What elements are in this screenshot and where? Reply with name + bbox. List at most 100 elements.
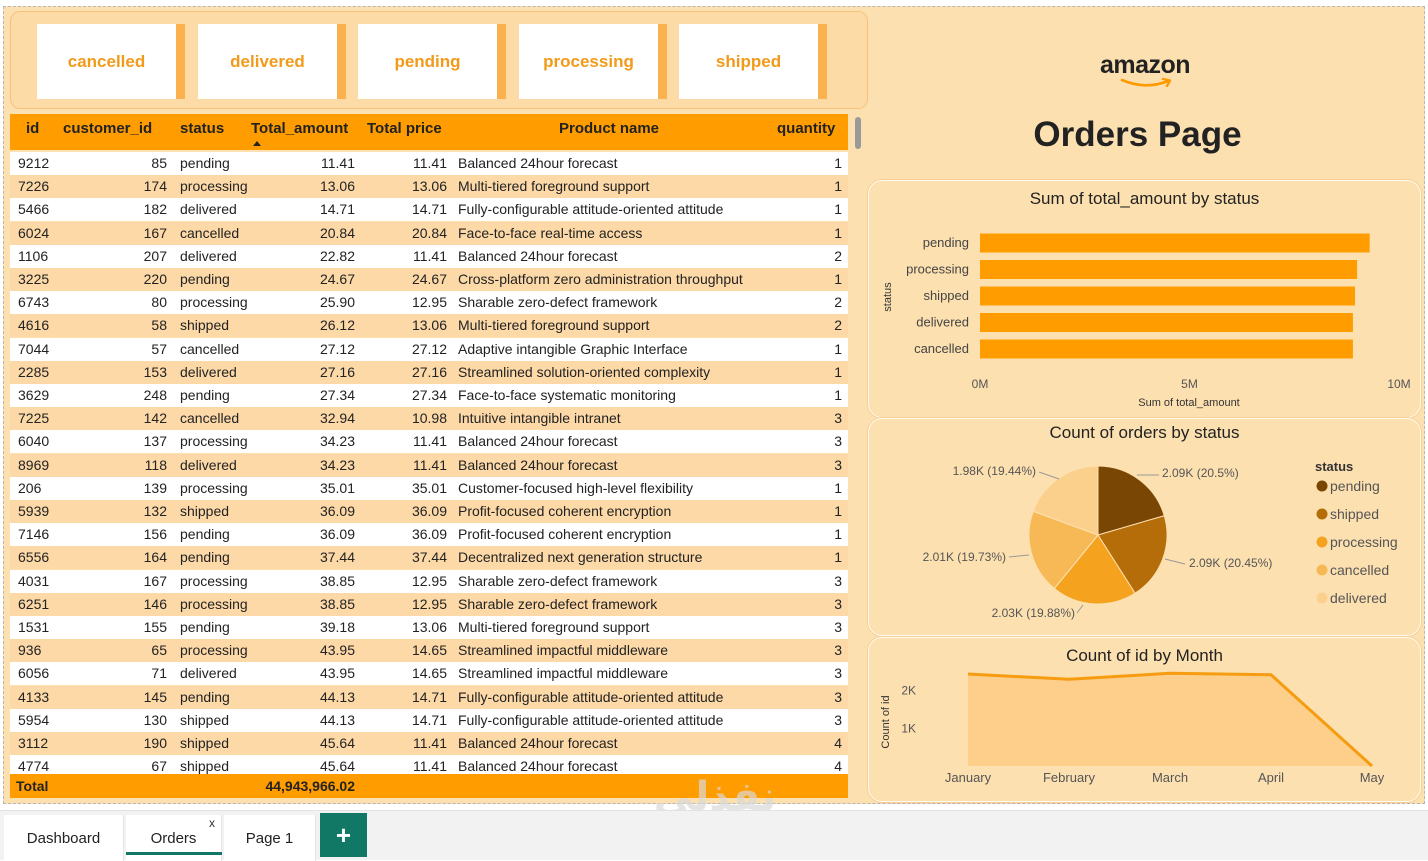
pie-data-label: 2.03K (19.88%): [992, 606, 1075, 620]
table-row[interactable]: 5939 132 shipped 36.09 36.09 Profit-focused c…: [10, 500, 848, 523]
bar-label-pending: pending: [923, 235, 969, 250]
pie-data-label: 2.09K (20.45%): [1189, 556, 1272, 570]
status-cell: delivered: [180, 665, 237, 682]
table-row[interactable]: 8969 118 delivered 34.23 11.41 Balanced 24hou…: [10, 453, 848, 477]
table-row[interactable]: 4616 58 shipped 26.12 13.06 Multi-tiered fore…: [10, 314, 848, 338]
status-cell: delivered: [180, 456, 237, 473]
close-tab-icon[interactable]: x: [209, 816, 215, 830]
total-price-cell: 27.16: [411, 363, 447, 380]
quantity-cell: 1: [834, 549, 842, 566]
legend-marker-shipped: [1316, 508, 1328, 520]
table-row[interactable]: 4031 167 processing 38.85 12.95 Sharable zero…: [10, 569, 848, 593]
table-row[interactable]: 3629 248 pending 27.34 27.34 Face-to-face sys…: [10, 384, 848, 407]
customer-id-cell: 118: [144, 456, 167, 473]
table-row[interactable]: 1106 207 delivered 22.82 11.41 Balanced 24hou…: [10, 244, 848, 268]
table-row[interactable]: 4774 67 shipped 45.64 11.41 Balanced 24hour f…: [10, 755, 848, 774]
customer-id-cell: 153: [143, 363, 167, 380]
column-header-total-price[interactable]: Total price: [367, 120, 442, 137]
column-header-total-amount[interactable]: Total_amount: [251, 120, 349, 137]
slicer-option-delivered[interactable]: delivered: [198, 24, 346, 99]
slicer-option-cancelled[interactable]: cancelled: [37, 24, 185, 99]
id-cell: 2285: [18, 363, 50, 380]
customer-id-cell: 190: [143, 735, 167, 751]
id-cell: 6556: [18, 549, 50, 566]
id-cell: 3112: [18, 735, 49, 751]
slicer-option-pending[interactable]: pending: [358, 24, 506, 99]
tab-page-1[interactable]: Page 1: [224, 815, 316, 861]
customer-id-cell: 156: [143, 526, 167, 543]
customer-id-cell: 65: [151, 642, 167, 659]
status-cell: shipped: [180, 711, 230, 728]
bar-label-cancelled: cancelled: [914, 341, 969, 356]
product-name-cell: Fully-configurable attitude-oriented att…: [458, 688, 724, 705]
total-price-cell: 11.41: [413, 758, 447, 774]
table-scrollbar[interactable]: [853, 114, 861, 798]
table-row[interactable]: 3225 220 pending 24.67 24.67 Cross-platform z…: [10, 268, 848, 291]
status-cell: processing: [180, 572, 248, 589]
table-total-row: Total 44,943,966.02: [10, 774, 848, 798]
status-cell: processing: [180, 479, 248, 496]
table-row[interactable]: 4133 145 pending 44.13 14.71 Fully-configurab…: [10, 685, 848, 709]
quantity-cell: 3: [834, 456, 842, 473]
slicer-option-processing[interactable]: processing: [519, 24, 667, 99]
table-row[interactable]: 9212 85 pending 11.41 11.41 Balanced 24hour f…: [10, 152, 848, 175]
table-row[interactable]: 6056 71 delivered 43.95 14.65 Streamlined imp…: [10, 662, 848, 686]
total-amount-cell: 20.84: [319, 224, 355, 241]
table-row[interactable]: 6556 164 pending 37.44 37.44 Decentralized ne…: [10, 546, 848, 570]
column-header-status[interactable]: status: [180, 120, 225, 137]
status-cell: cancelled: [180, 410, 240, 427]
table-row[interactable]: 6040 137 processing 34.23 11.41 Balanced 24ho…: [10, 430, 848, 454]
table-scrollbar-thumb[interactable]: [855, 117, 861, 149]
legend-marker-pending: [1316, 480, 1328, 492]
status-cell: cancelled: [180, 224, 240, 241]
table-row[interactable]: 7044 57 cancelled 27.12 27.12 Adaptive intang…: [10, 337, 848, 361]
table-row[interactable]: 6743 80 processing 25.90 12.95 Sharable zero-…: [10, 291, 848, 315]
table-row[interactable]: 206 139 processing 35.01 35.01 Customer-focus…: [10, 476, 848, 500]
area-line: [967, 671, 1374, 768]
bar-y-axis-label: status: [882, 282, 894, 312]
status-cell: delivered: [180, 363, 237, 380]
id-cell: 4774: [18, 758, 50, 774]
column-header-product-name[interactable]: Product name: [559, 120, 660, 137]
table-row[interactable]: 7226 174 processing 13.06 13.06 Multi-tiered …: [10, 175, 848, 199]
pie-data-label: 2.01K (19.73%): [923, 550, 1006, 564]
status-cell: delivered: [180, 201, 237, 218]
slicer-option-shipped[interactable]: shipped: [679, 24, 827, 99]
total-price-cell: 11.41: [413, 433, 447, 450]
bar-chart: pending processing shipped delivered cancell…: [882, 233, 1411, 409]
table-row[interactable]: 6251 146 processing 38.85 12.95 Sharable zero…: [10, 592, 848, 616]
total-price-cell: 14.71: [411, 688, 447, 705]
legend-item-shipped: shipped: [1330, 506, 1379, 522]
tab-dashboard[interactable]: Dashboard: [4, 815, 124, 861]
product-name-cell: Streamlined solution-oriented complexity: [458, 363, 711, 380]
column-header-id[interactable]: id: [26, 120, 40, 137]
total-price-cell: 13.06: [411, 178, 447, 195]
quantity-cell: 2: [834, 317, 842, 334]
table-row[interactable]: 5954 130 shipped 44.13 14.71 Fully-configurab…: [10, 708, 848, 732]
table-row[interactable]: 5466 182 delivered 14.71 14.71 Fully-configur…: [10, 198, 848, 222]
total-price-cell: 35.01: [411, 479, 447, 496]
table-row[interactable]: 3112 190 shipped 45.64 11.41 Balanced 24hour …: [10, 732, 848, 755]
id-cell: 5939: [18, 503, 50, 519]
bar-chart-title: Sum of total_amount by status: [1029, 189, 1260, 208]
bar-label-shipped: shipped: [923, 288, 969, 303]
total-amount-cell: 39.18: [319, 619, 355, 635]
total-price-cell: 14.65: [411, 642, 447, 659]
table-row[interactable]: 936 65 processing 43.95 14.65 Streamlined imp…: [10, 639, 848, 663]
add-page-button[interactable]: +: [320, 813, 367, 857]
customer-id-cell: 71: [151, 665, 167, 682]
total-amount-cell: 26.12: [319, 317, 355, 334]
table-row[interactable]: 2285 153 delivered 27.16 27.16 Streamlined so…: [10, 360, 848, 384]
table-row[interactable]: 6024 167 cancelled 20.84 20.84 Face-to-face r…: [10, 221, 848, 245]
quantity-cell: 1: [834, 387, 842, 403]
quantity-cell: 2: [834, 294, 842, 311]
column-header-quantity[interactable]: quantity: [777, 120, 836, 137]
table-row[interactable]: 7146 156 pending 36.09 36.09 Profit-focused c…: [10, 523, 848, 547]
total-price-cell: 24.67: [411, 271, 447, 287]
quantity-cell: 3: [834, 665, 842, 682]
pie-leader-line: [1038, 471, 1060, 480]
table-row[interactable]: 7225 142 cancelled 32.94 10.98 Intuitive inta…: [10, 407, 848, 431]
column-header-customer-id[interactable]: customer_id: [63, 120, 153, 137]
pie-leader-line: [1164, 558, 1186, 565]
table-row[interactable]: 1531 155 pending 39.18 13.06 Multi-tiered for…: [10, 616, 848, 639]
